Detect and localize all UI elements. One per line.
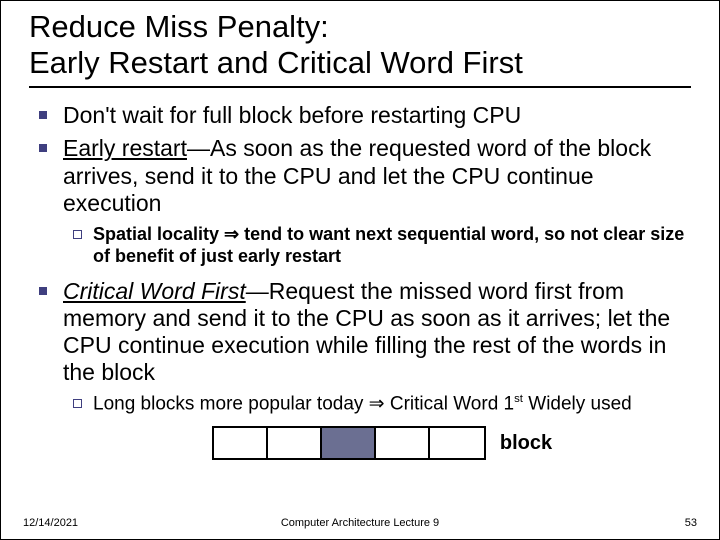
footer: 12/14/2021 Computer Architecture Lecture…: [1, 517, 719, 529]
bullet-2-term: Early restart: [63, 135, 187, 161]
footer-page: 53: [685, 517, 697, 529]
bullet-3-sub-a: Long blocks more popular today: [93, 394, 369, 415]
arrow-icon: ⇒: [224, 224, 239, 244]
bullet-2-sub: Spatial locality ⇒ tend to want next seq…: [29, 223, 691, 268]
bullet-3-sub-c: Widely used: [523, 394, 632, 415]
block-label: block: [500, 432, 552, 455]
block-cell: [214, 428, 268, 458]
bullet-2-sub-a: Spatial locality: [93, 224, 224, 244]
bullet-1: Don't wait for full block before restart…: [29, 102, 691, 129]
title-block: Reduce Miss Penalty: Early Restart and C…: [29, 9, 691, 88]
bullet-3-sub-sup: st: [514, 393, 523, 405]
block-cell: [376, 428, 430, 458]
arrow-icon: ⇒: [369, 394, 385, 415]
bullet-3: Critical Word First—Request the missed w…: [29, 278, 691, 387]
slide: Reduce Miss Penalty: Early Restart and C…: [0, 0, 720, 540]
bullet-list: Don't wait for full block before restart…: [29, 102, 691, 416]
bullet-3-term: Critical Word First: [63, 278, 246, 304]
bullet-2: Early restart—As soon as the requested w…: [29, 135, 691, 216]
bullet-3-sub: Long blocks more popular today ⇒ Critica…: [29, 392, 691, 416]
bullet-3-sub-b: Critical Word 1: [385, 394, 515, 415]
footer-date: 12/14/2021: [23, 517, 78, 529]
block-row: [212, 426, 486, 460]
block-diagram: block: [29, 426, 691, 460]
footer-center: Computer Architecture Lecture 9: [281, 517, 439, 529]
title-line-1: Reduce Miss Penalty:: [29, 9, 691, 45]
title-line-2: Early Restart and Critical Word First: [29, 45, 691, 81]
block-cell: [430, 428, 484, 458]
block-cell: [268, 428, 322, 458]
block-cell-highlight: [322, 428, 376, 458]
